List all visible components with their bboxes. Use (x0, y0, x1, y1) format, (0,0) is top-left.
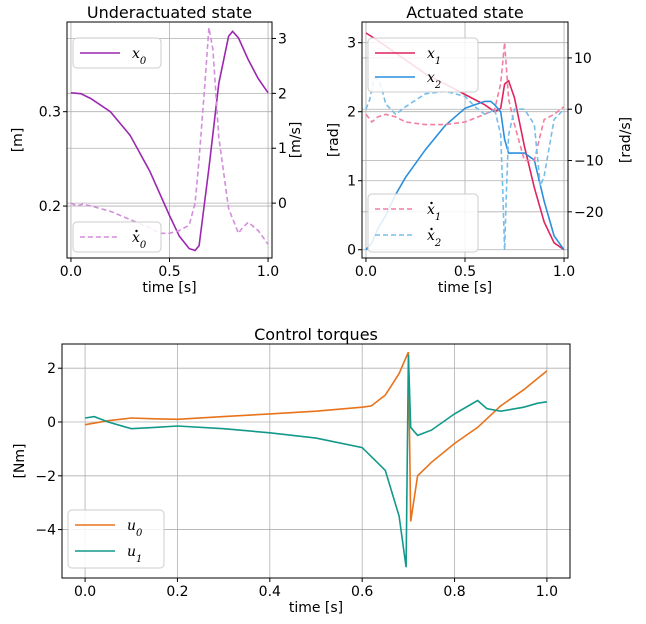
x-tick-label: 0.0 (74, 584, 96, 600)
x-tick-label: 0.0 (60, 264, 82, 280)
legend-x0-label: x0 (132, 46, 147, 67)
x-axis-label: time [s] (289, 600, 343, 616)
y-axis-label: [m] (10, 128, 26, 153)
legend-x0-dot-label: x0 (132, 230, 147, 251)
y-tick-label: 0 (47, 415, 56, 431)
y-right-tick-label: 0 (574, 102, 583, 118)
x-tick-label: 0.2 (166, 584, 188, 600)
x-tick-label: 0.6 (351, 584, 373, 600)
y-right-axis-label: [m/s] (288, 122, 304, 159)
plot-frame (61, 343, 571, 579)
y-right-tick-label: 0 (278, 196, 287, 212)
y-tick-label: 2 (347, 105, 356, 121)
series-line-x_1-dot (365, 42, 565, 162)
x-tick-label: 0.0 (355, 264, 377, 280)
x-tick-label: 0.5 (454, 264, 476, 280)
y-right-tick-label: 2 (278, 86, 287, 102)
y-right-tick-label: 3 (278, 31, 287, 47)
legend-u0-label: u0 (127, 518, 143, 539)
y-tick-label: 2 (47, 361, 56, 377)
y-right-axis-label: [rad/s] (618, 117, 634, 163)
y-tick-label: −2 (35, 469, 56, 485)
legend-x1-dot-label-dot (430, 201, 433, 205)
y-right-tick-label: 10 (574, 51, 592, 67)
chart-title: Actuated state (406, 3, 524, 22)
y-tick-label: 3 (347, 36, 356, 52)
series-line-u_1 (84, 354, 548, 568)
x-tick-label: 0.8 (443, 584, 465, 600)
y-tick-label: −4 (35, 523, 56, 539)
chart-title: Control torques (254, 325, 378, 344)
y-tick-label: 0 (347, 243, 356, 259)
y-axis-label: [rad] (326, 123, 342, 157)
y-tick-label: 0.2 (39, 199, 61, 215)
y-tick-label: 1 (347, 174, 356, 190)
x-tick-label: 1.0 (257, 264, 279, 280)
x-tick-label: 1.0 (553, 264, 575, 280)
legend-box-torques (67, 509, 165, 569)
legend-box-top-2 (367, 37, 479, 93)
chart-title: Underactuated state (87, 3, 252, 22)
legend-x1-dot-label: x1 (427, 202, 441, 223)
legend-x1-label: x1 (427, 46, 441, 67)
series-line-u_0 (84, 351, 548, 522)
y-right-tick-label: −20 (574, 205, 604, 221)
x-tick-label: 1.0 (536, 584, 558, 600)
legend-x0-dot-label-dot (135, 229, 138, 233)
x-axis-label: time [s] (142, 280, 196, 296)
legend-x2-label: x2 (427, 70, 441, 91)
x-axis-label: time [s] (438, 280, 492, 296)
x-tick-label: 0.4 (259, 584, 281, 600)
y-axis-label: [Nm] (12, 443, 28, 478)
series-line-x_0 (70, 30, 269, 252)
legend-x2-dot-label: x2 (427, 228, 441, 249)
series-line-x_2-dot (365, 77, 565, 251)
y-tick-label: 0.3 (39, 105, 61, 121)
series-line-x_0-dot (70, 27, 269, 245)
legend-x2-dot-label-dot (430, 227, 433, 231)
legend-u1-label: u1 (127, 544, 142, 565)
legend-box-bottom-2 (367, 193, 479, 253)
x-tick-label: 0.5 (158, 264, 180, 280)
y-right-tick-label: 1 (278, 141, 287, 157)
y-right-tick-label: −10 (574, 154, 604, 170)
